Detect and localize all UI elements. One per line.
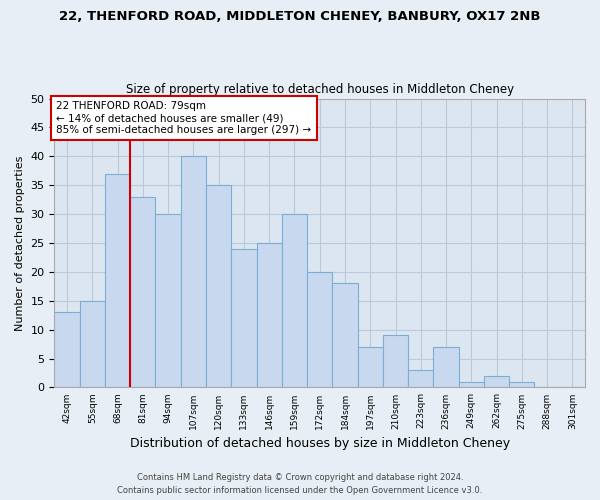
Text: Contains HM Land Registry data © Crown copyright and database right 2024.
Contai: Contains HM Land Registry data © Crown c… <box>118 474 482 495</box>
Bar <box>80 301 105 388</box>
Bar <box>231 249 257 388</box>
Text: 22 THENFORD ROAD: 79sqm
← 14% of detached houses are smaller (49)
85% of semi-de: 22 THENFORD ROAD: 79sqm ← 14% of detache… <box>56 102 311 134</box>
Bar <box>509 382 535 388</box>
Text: 22, THENFORD ROAD, MIDDLETON CHENEY, BANBURY, OX17 2NB: 22, THENFORD ROAD, MIDDLETON CHENEY, BAN… <box>59 10 541 23</box>
Bar <box>55 312 80 388</box>
Y-axis label: Number of detached properties: Number of detached properties <box>15 156 25 330</box>
Bar <box>155 214 181 388</box>
Bar <box>408 370 433 388</box>
Bar <box>206 185 231 388</box>
Bar <box>257 243 282 388</box>
Bar <box>130 197 155 388</box>
Bar <box>358 347 383 388</box>
Bar <box>383 336 408 388</box>
Bar <box>307 272 332 388</box>
Bar <box>458 382 484 388</box>
Bar <box>484 376 509 388</box>
Bar <box>181 156 206 388</box>
Title: Size of property relative to detached houses in Middleton Cheney: Size of property relative to detached ho… <box>125 83 514 96</box>
Bar <box>433 347 458 388</box>
Bar <box>332 284 358 388</box>
Bar <box>282 214 307 388</box>
X-axis label: Distribution of detached houses by size in Middleton Cheney: Distribution of detached houses by size … <box>130 437 510 450</box>
Bar <box>105 174 130 388</box>
